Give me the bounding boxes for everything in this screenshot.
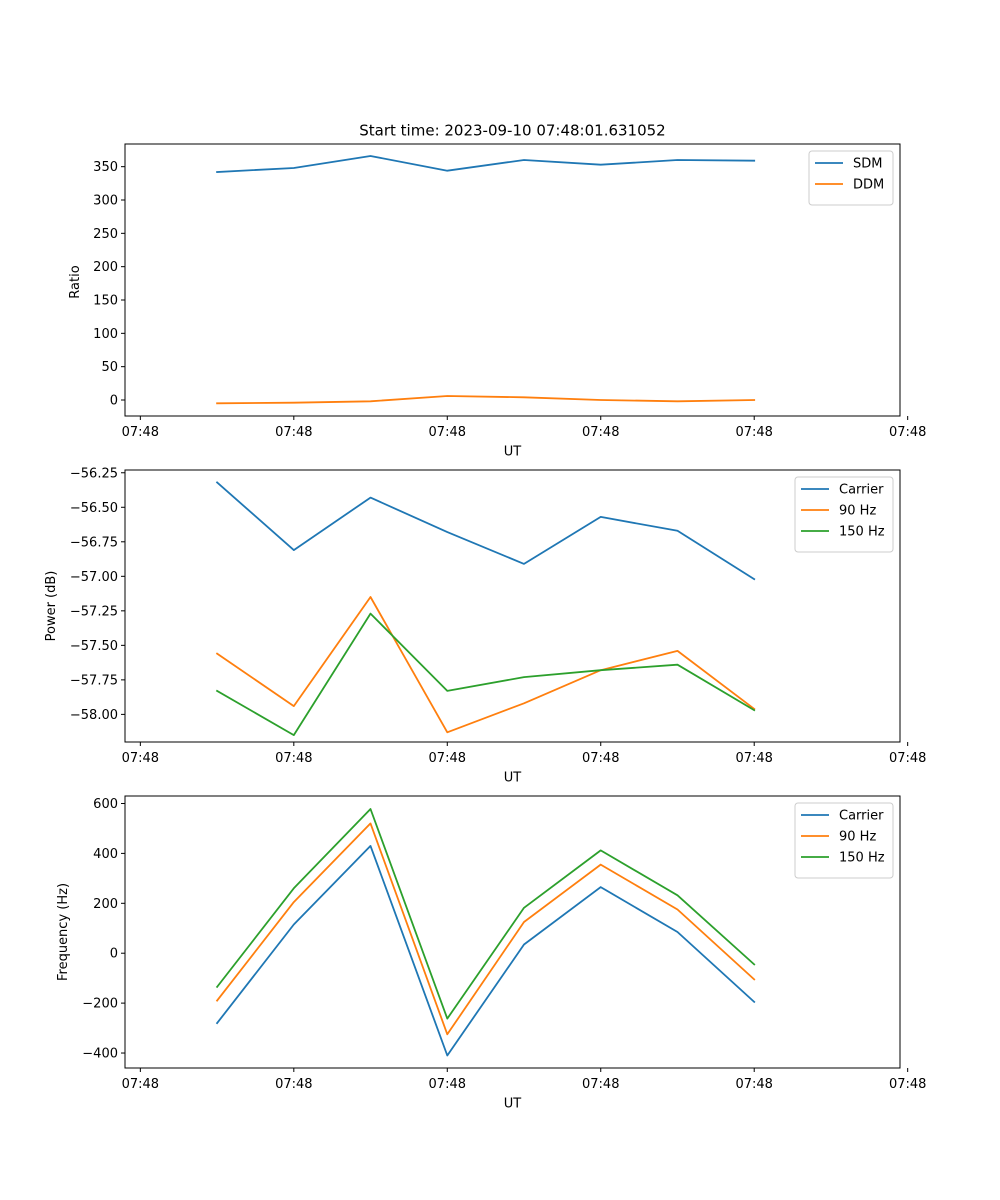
power-panel: Power (dB) UT 07:48 07:48 07:48 07:48 07:48 0… bbox=[44, 466, 926, 786]
frequency-legend-label: 90 Hz bbox=[839, 830, 876, 845]
frequency-xtick-label: 07:48 bbox=[735, 1077, 772, 1092]
ratio-legend-label: DDM bbox=[853, 178, 884, 193]
frequency-xtick-label: 07:48 bbox=[429, 1077, 466, 1092]
power-xtick-label: 07:48 bbox=[735, 751, 772, 766]
power-series-150-hz-line bbox=[215, 612, 756, 736]
ratio-xtick-label: 07:48 bbox=[429, 425, 466, 440]
frequency-panel: Frequency (Hz) UT 07:48 07:48 07:48 07:48 07… bbox=[56, 795, 926, 1112]
ratio-ytick-label: 100 bbox=[93, 327, 118, 342]
ratio-series-sdm-line bbox=[216, 155, 756, 173]
power-ytick-label: −57.50 bbox=[70, 639, 118, 654]
power-ytick-label: −57.00 bbox=[70, 570, 118, 585]
ratio-panel-xlabel: UT bbox=[504, 445, 522, 460]
frequency-series-150-hz-line bbox=[215, 808, 756, 1020]
ratio-xtick-label: 07:48 bbox=[889, 425, 926, 440]
frequency-legend-label: 150 Hz bbox=[839, 851, 885, 866]
power-xtick-label: 07:48 bbox=[275, 751, 312, 766]
power-panel-xlabel: UT bbox=[504, 771, 522, 786]
ratio-axes-frame bbox=[124, 143, 901, 417]
power-legend-label: 150 Hz bbox=[839, 525, 885, 540]
frequency-xtick-label: 07:48 bbox=[122, 1077, 159, 1092]
frequency-legend-box bbox=[794, 802, 894, 879]
frequency-panel-xlabel: UT bbox=[504, 1097, 522, 1112]
ratio-xtick-label: 07:48 bbox=[122, 425, 159, 440]
ratio-ytick-label: 200 bbox=[93, 260, 118, 275]
ratio-xtick-label: 07:48 bbox=[735, 425, 772, 440]
ratio-ytick-label: 250 bbox=[93, 227, 118, 242]
power-xtick-label: 07:48 bbox=[582, 751, 619, 766]
ratio-ytick-label: 150 bbox=[93, 294, 118, 309]
power-ytick-label: −56.25 bbox=[70, 466, 118, 481]
power-ytick-label: −56.75 bbox=[70, 535, 118, 550]
power-series-carrier-line bbox=[215, 481, 756, 581]
figure-title: Start time: 2023-09-10 07:48:01.631052 bbox=[359, 122, 665, 140]
frequency-axes-frame bbox=[124, 795, 901, 1069]
power-legend-label: 90 Hz bbox=[839, 504, 876, 519]
ratio-ytick-label: 0 bbox=[110, 394, 118, 409]
frequency-ytick-label: 200 bbox=[93, 897, 118, 912]
ratio-legend-box bbox=[808, 150, 894, 206]
frequency-xtick-label: 07:48 bbox=[889, 1077, 926, 1092]
ratio-legend-label: SDM bbox=[853, 157, 882, 172]
frequency-panel-ylabel: Frequency (Hz) bbox=[56, 883, 71, 981]
frequency-xtick-label: 07:48 bbox=[582, 1077, 619, 1092]
power-panel-ylabel: Power (dB) bbox=[44, 571, 59, 642]
frequency-xtick-label: 07:48 bbox=[275, 1077, 312, 1092]
frequency-ytick-label: 400 bbox=[93, 847, 118, 862]
power-xtick-label: 07:48 bbox=[122, 751, 159, 766]
ratio-legend: SDM DDM bbox=[808, 150, 894, 206]
ratio-series-ddm-line bbox=[216, 395, 756, 405]
ratio-panel-ylabel: Ratio bbox=[68, 265, 83, 298]
power-legend-label: Carrier bbox=[839, 483, 884, 498]
frequency-ytick-label: −400 bbox=[82, 1047, 118, 1062]
power-ytick-label: −56.50 bbox=[70, 501, 118, 516]
frequency-series-90-hz-line bbox=[215, 822, 756, 1036]
ratio-xtick-label: 07:48 bbox=[275, 425, 312, 440]
frequency-ytick-label: −200 bbox=[82, 997, 118, 1012]
power-xtick-label: 07:48 bbox=[889, 751, 926, 766]
ratio-ytick-label: 350 bbox=[93, 160, 118, 175]
frequency-ytick-label: 0 bbox=[110, 947, 118, 962]
power-xtick-label: 07:48 bbox=[429, 751, 466, 766]
ratio-xtick-label: 07:48 bbox=[582, 425, 619, 440]
ratio-ytick-label: 300 bbox=[93, 194, 118, 209]
power-axes-frame bbox=[124, 469, 901, 743]
power-ytick-label: −58.00 bbox=[70, 708, 118, 723]
power-legend-box bbox=[794, 476, 894, 553]
frequency-ytick-label: 600 bbox=[93, 797, 118, 812]
power-legend: Carrier 90 Hz 150 Hz bbox=[794, 476, 894, 553]
frequency-legend-label: Carrier bbox=[839, 809, 884, 824]
power-ytick-label: −57.75 bbox=[70, 673, 118, 688]
power-series-90-hz-line bbox=[215, 596, 756, 734]
ratio-ytick-label: 50 bbox=[101, 360, 118, 375]
power-ytick-label: −57.25 bbox=[70, 604, 118, 619]
ratio-panel: Ratio UT 07:48 07:48 07:48 07:48 07:48 07:48 0… bbox=[68, 143, 926, 460]
frequency-legend: Carrier 90 Hz 150 Hz bbox=[794, 802, 894, 879]
frequency-series-carrier-line bbox=[215, 845, 756, 1057]
